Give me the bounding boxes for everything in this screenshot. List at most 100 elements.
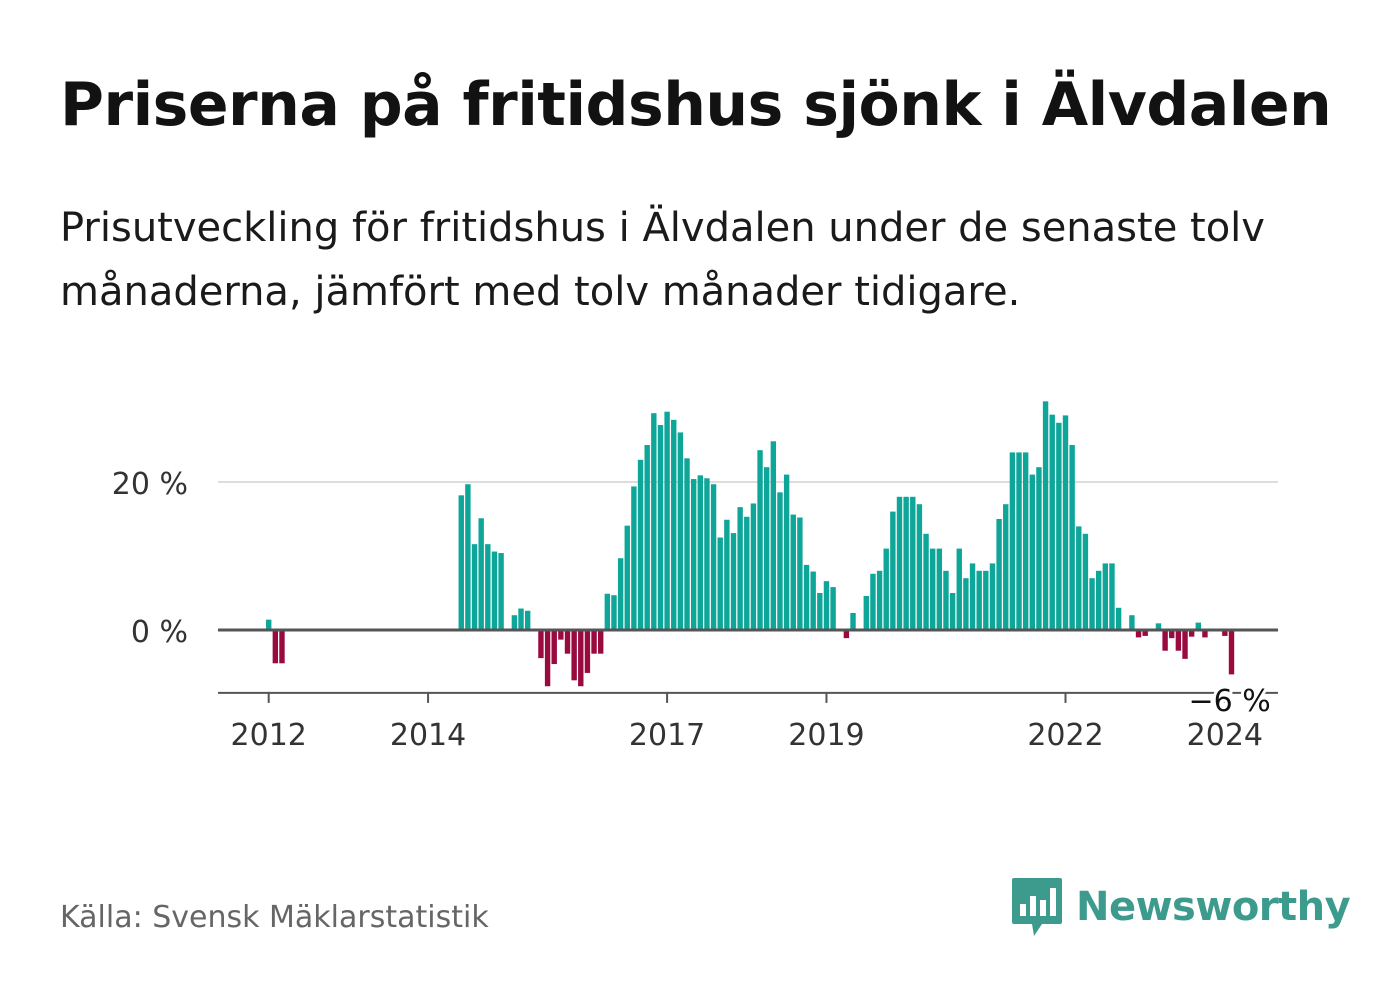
bar — [538, 630, 544, 659]
bar — [810, 571, 816, 630]
bar — [657, 425, 664, 630]
bar — [1109, 563, 1115, 630]
bar — [930, 548, 936, 630]
bar — [1096, 570, 1102, 630]
bar — [790, 514, 796, 630]
bar — [1195, 622, 1201, 630]
bar — [910, 496, 916, 630]
bar — [989, 563, 996, 630]
bar — [1009, 452, 1016, 630]
bar — [524, 610, 531, 630]
last-value-annotation: −6 % — [1189, 684, 1271, 719]
bar — [677, 432, 684, 630]
bar — [551, 630, 557, 665]
bar — [1076, 526, 1082, 630]
bar — [903, 496, 909, 630]
bar — [617, 558, 624, 630]
chart-subtitle: Prisutveckling för fritidshus i Älvdalen… — [60, 205, 1265, 315]
bar — [604, 593, 611, 630]
bar — [584, 630, 591, 673]
bar — [491, 551, 498, 630]
bar — [896, 496, 903, 630]
bar — [850, 612, 856, 630]
bar — [1049, 414, 1055, 630]
bar — [1129, 615, 1135, 630]
x-tick-label: 2022 — [1027, 718, 1103, 753]
bar — [558, 630, 564, 640]
x-tick-label: 2017 — [629, 718, 705, 753]
bar — [478, 518, 484, 630]
bar — [717, 537, 723, 630]
bar — [1142, 630, 1148, 636]
bar — [611, 595, 617, 630]
bar — [1162, 630, 1168, 651]
bar — [730, 533, 737, 630]
bar — [710, 484, 717, 630]
bar — [976, 570, 982, 630]
bar — [1102, 563, 1109, 630]
bar — [1182, 630, 1188, 659]
y-tick-label: 0 % — [131, 615, 188, 650]
bar — [876, 570, 883, 630]
brand-logo[interactable]: Newsworthy — [1010, 876, 1351, 938]
bar — [863, 595, 869, 630]
bar — [1202, 630, 1208, 638]
source-note: Källa: Svensk Mäklarstatistik — [60, 900, 489, 935]
x-tick-label: 2012 — [231, 718, 307, 753]
bar — [1016, 452, 1022, 630]
bar — [631, 486, 637, 630]
bar — [777, 492, 783, 630]
bar — [1036, 467, 1042, 630]
bar — [823, 581, 830, 630]
bar — [465, 484, 471, 630]
bar — [266, 619, 272, 630]
bar — [1042, 401, 1049, 630]
bar — [963, 578, 969, 630]
bar — [750, 503, 757, 630]
bar — [983, 570, 989, 630]
bar — [969, 563, 976, 630]
bar — [764, 467, 770, 630]
bar — [923, 533, 929, 630]
bar — [1228, 630, 1235, 675]
bar — [936, 548, 943, 630]
bar — [943, 570, 949, 630]
bar — [724, 519, 730, 630]
bar — [485, 544, 491, 630]
bar — [518, 608, 524, 630]
bar — [511, 615, 518, 630]
x-tick-label: 2024 — [1187, 718, 1263, 753]
bar-chart-speech-bubble-icon — [1012, 878, 1062, 936]
bar — [671, 419, 677, 630]
bar — [1003, 504, 1009, 630]
bar — [651, 413, 657, 630]
bar — [690, 479, 697, 630]
bar — [272, 630, 279, 664]
brand-name: Newsworthy — [1076, 884, 1351, 930]
bar — [697, 475, 703, 630]
bar — [544, 630, 551, 687]
bar — [1155, 623, 1162, 630]
bar — [644, 445, 650, 630]
x-tick-label: 2019 — [788, 718, 864, 753]
bar — [956, 548, 962, 630]
bar — [783, 474, 790, 630]
bar — [471, 544, 478, 630]
x-tick-label: 2014 — [390, 718, 466, 753]
chart-title: Priserna på fritidshus sjönk i Älvdalen — [60, 70, 1332, 140]
bar — [890, 511, 896, 630]
bar — [1135, 630, 1142, 638]
bar — [803, 564, 810, 630]
bar — [1069, 445, 1075, 630]
bar — [797, 517, 803, 630]
bar — [757, 450, 763, 630]
bar — [1089, 578, 1095, 630]
bar — [684, 458, 690, 630]
bar — [578, 630, 584, 687]
bar — [279, 630, 285, 664]
bar — [870, 573, 876, 630]
bar — [770, 441, 777, 630]
bar — [1115, 607, 1122, 630]
bars — [266, 401, 1235, 687]
y-tick-label: 20 % — [112, 467, 188, 502]
